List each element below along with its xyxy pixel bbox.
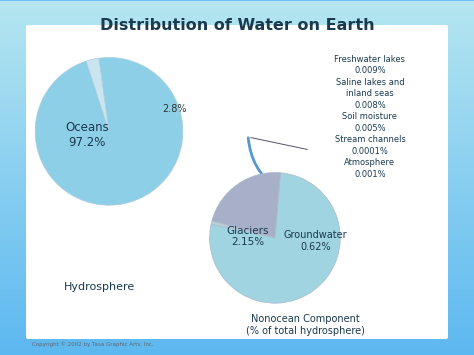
Text: Groundwater
0.62%: Groundwater 0.62% [283, 230, 347, 252]
Wedge shape [211, 221, 275, 238]
Text: 2.8%: 2.8% [162, 104, 187, 114]
Text: Copyright © 2002 by Tasa Graphic Arts, Inc.: Copyright © 2002 by Tasa Graphic Arts, I… [32, 342, 154, 347]
Text: Freshwater lakes
0.009%
Saline lakes and
inland seas
0.008%
Soil moisture
0.005%: Freshwater lakes 0.009% Saline lakes and… [335, 55, 405, 179]
Text: Nonocean Component
(% of total hydrosphere): Nonocean Component (% of total hydrosphe… [246, 314, 365, 336]
Text: Hydrosphere: Hydrosphere [64, 282, 136, 292]
Text: Oceans
97.2%: Oceans 97.2% [65, 121, 109, 149]
Text: Distribution of Water on Earth: Distribution of Water on Earth [100, 18, 374, 33]
Text: Glaciers
2.15%: Glaciers 2.15% [226, 226, 269, 247]
Wedge shape [210, 173, 340, 303]
Wedge shape [86, 58, 109, 131]
FancyBboxPatch shape [26, 25, 448, 339]
Wedge shape [212, 173, 281, 238]
Wedge shape [35, 58, 183, 205]
